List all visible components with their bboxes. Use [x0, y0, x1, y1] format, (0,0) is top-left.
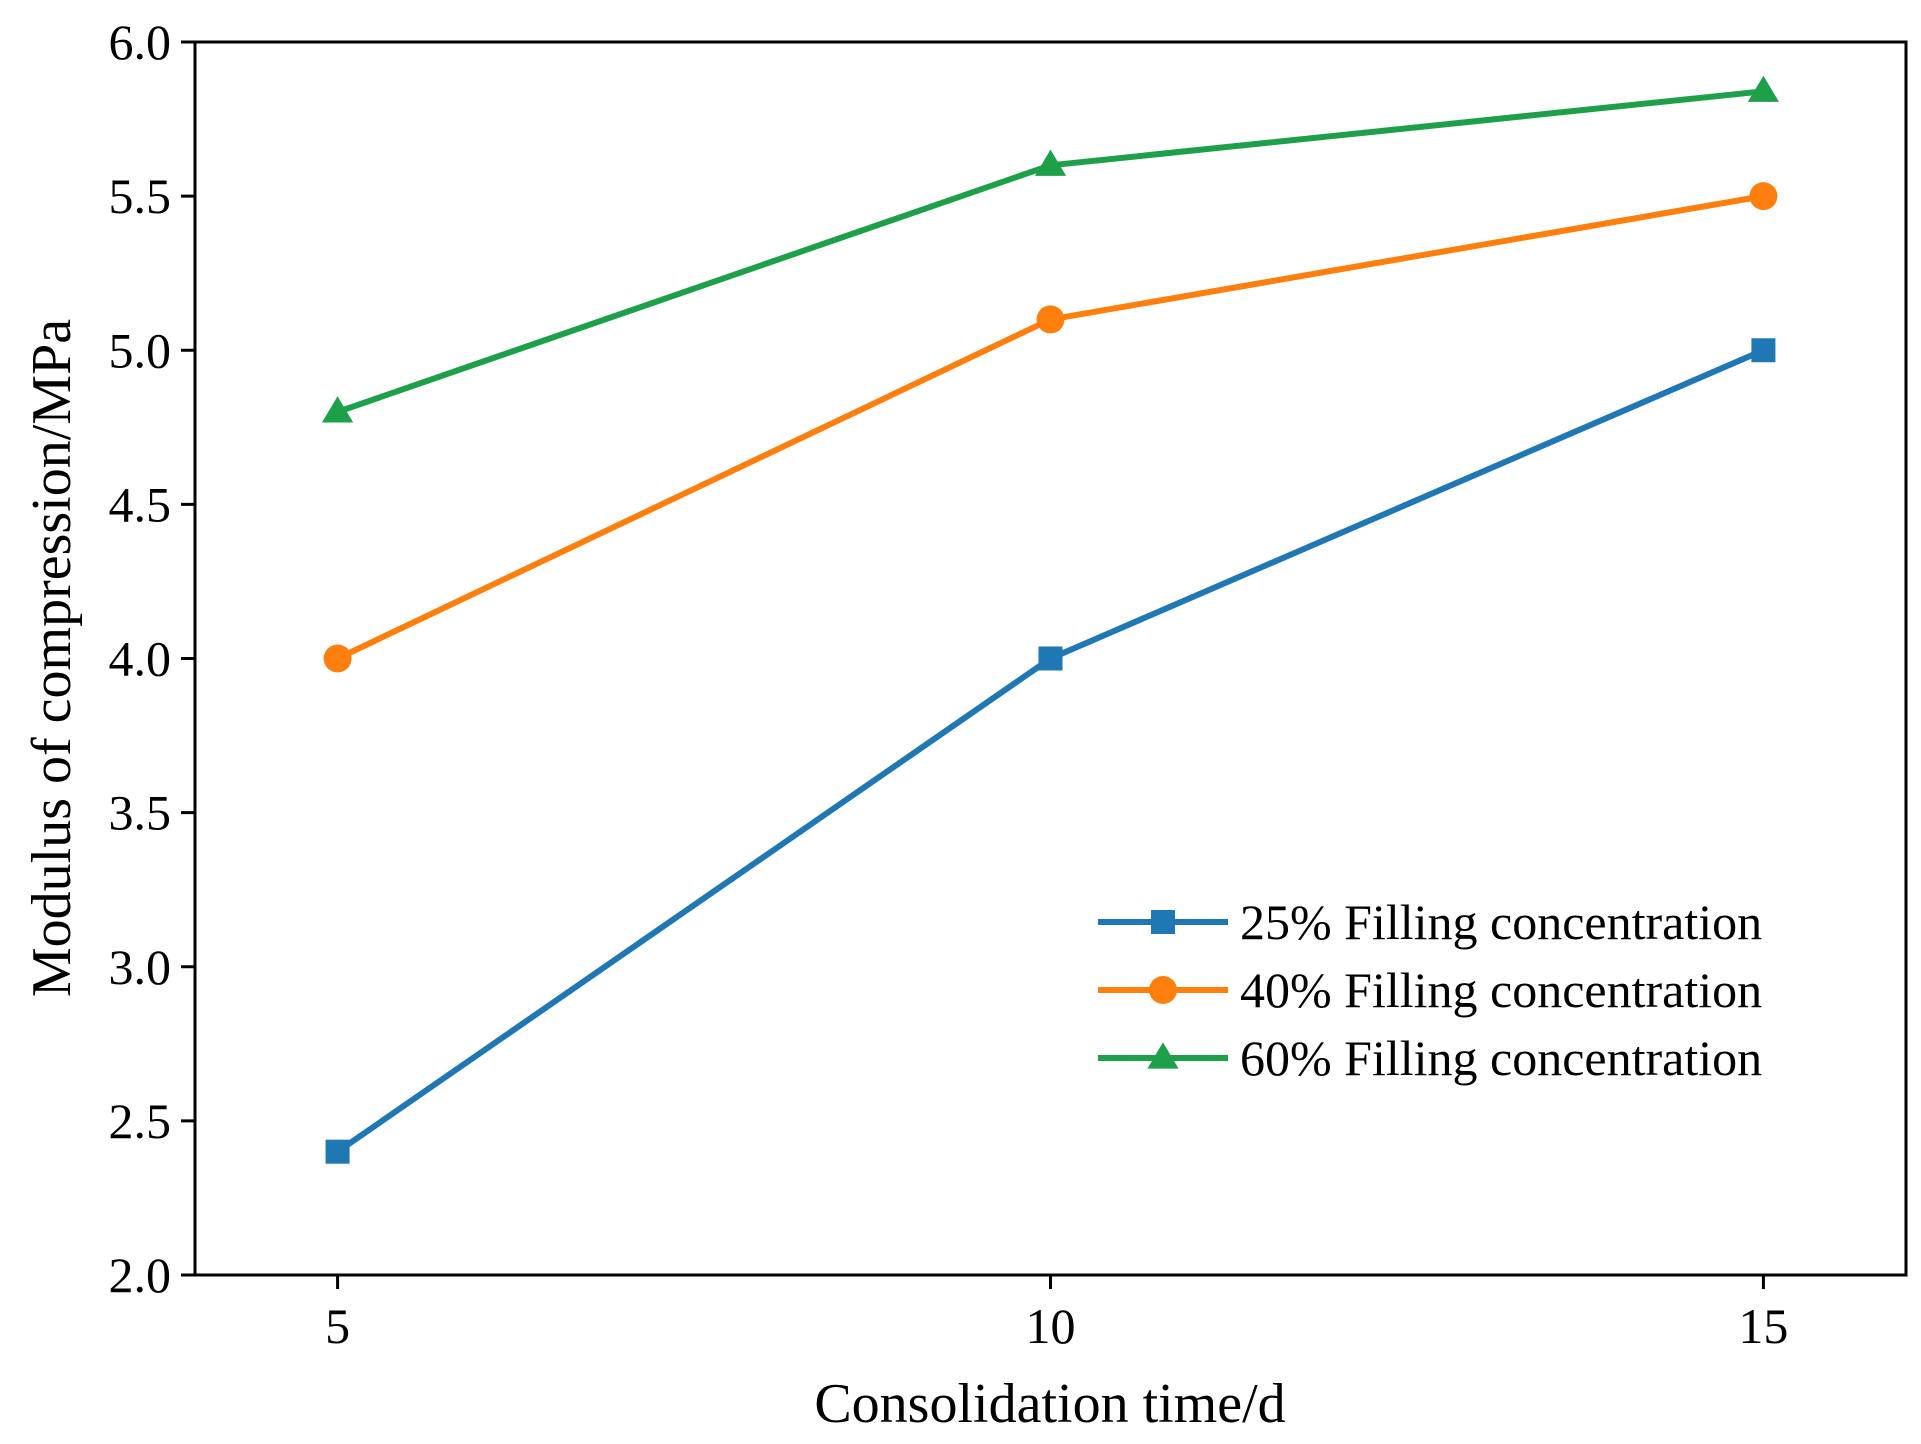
- legend-marker-square: [1151, 910, 1175, 934]
- series-layer: [321, 75, 1780, 1164]
- x-axis-ticks: 5 10 15: [325, 1275, 1788, 1354]
- x-axis-title: Consolidation time/d: [814, 1373, 1285, 1435]
- data-point-60-15: [1747, 75, 1780, 102]
- y-axis-title: Modulus of compression/MPa: [21, 319, 83, 997]
- data-point-25-5: [325, 1139, 350, 1164]
- legend-marker-circle: [1149, 976, 1177, 1004]
- legend-label: 60% Filling concentration: [1240, 1030, 1762, 1086]
- y-tick-label: 3.0: [109, 939, 172, 995]
- data-point-25-10: [1038, 646, 1063, 671]
- y-tick-label: 2.5: [109, 1093, 172, 1149]
- legend-item-40: 40% Filling concentration: [1098, 962, 1762, 1018]
- y-tick-label: 4.0: [109, 631, 172, 687]
- y-tick-label: 6.0: [109, 14, 172, 70]
- series-25: [325, 338, 1776, 1164]
- y-tick-label: 3.5: [109, 785, 172, 841]
- data-point-40-10: [1036, 305, 1065, 334]
- data-point-60-5: [321, 396, 354, 423]
- x-tick-label: 10: [1026, 1298, 1076, 1354]
- data-point-40-5: [323, 644, 352, 673]
- legend-label: 25% Filling concentration: [1240, 894, 1762, 950]
- x-tick-label: 15: [1738, 1298, 1788, 1354]
- y-tick-label: 5.5: [109, 168, 172, 224]
- legend-item-25: 25% Filling concentration: [1098, 894, 1762, 950]
- data-point-40-15: [1749, 182, 1778, 211]
- y-axis-ticks: 2.0 2.5 3.0 3.5 4.0 4.5 5.0 5.5 6.0: [109, 14, 195, 1303]
- series-40: [323, 182, 1778, 673]
- legend-item-60: 60% Filling concentration: [1098, 1030, 1762, 1086]
- legend-label: 40% Filling concentration: [1240, 962, 1762, 1018]
- legend-marker-triangle: [1147, 1042, 1179, 1069]
- series-60: [321, 75, 1780, 423]
- data-point-25-15: [1751, 338, 1776, 363]
- y-tick-label: 5.0: [109, 322, 172, 378]
- legend: 25% Filling concentration 40% Filling con…: [1098, 894, 1762, 1086]
- data-point-60-10: [1034, 149, 1067, 176]
- x-tick-label: 5: [325, 1298, 350, 1354]
- y-tick-label: 2.0: [109, 1247, 172, 1303]
- y-tick-label: 4.5: [109, 476, 172, 532]
